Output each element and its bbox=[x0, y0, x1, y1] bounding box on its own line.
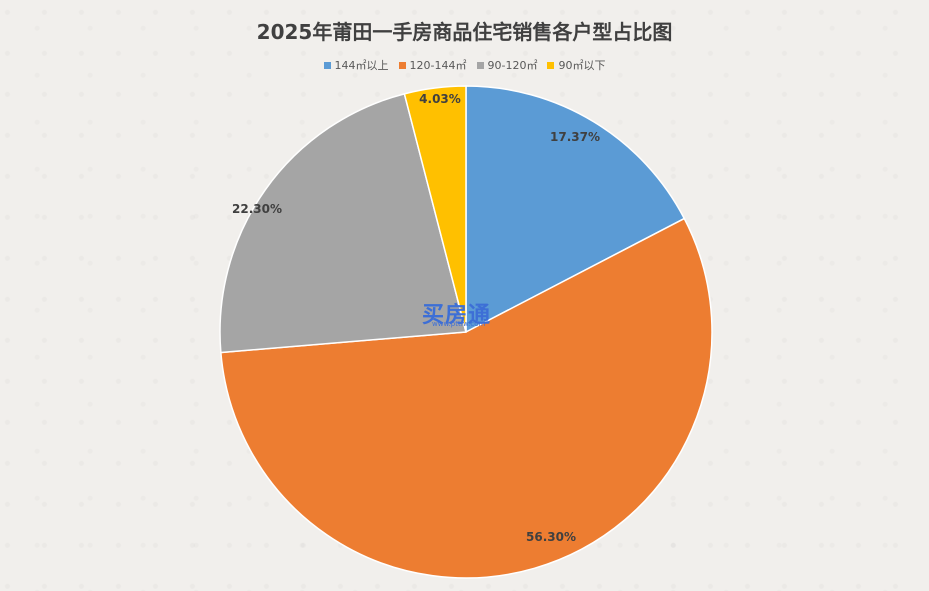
data-label-120-144: 56.30% bbox=[526, 530, 576, 544]
legend-swatch bbox=[547, 61, 555, 69]
legend-label: 144㎡以上 bbox=[334, 59, 389, 72]
pie-slice-144-plus bbox=[465, 85, 686, 334]
legend-item-144-plus: 144㎡以上 bbox=[323, 57, 389, 73]
pie-slice-90-120 bbox=[219, 92, 467, 354]
legend-swatch bbox=[398, 61, 406, 69]
legend-item-below-90: 90㎡以下 bbox=[547, 57, 605, 73]
watermark-url: www.pttfw.com bbox=[432, 320, 486, 328]
legend-label: 90㎡以下 bbox=[558, 59, 606, 72]
legend-label: 90-120㎡ bbox=[487, 59, 538, 72]
data-label-144-plus: 17.37% bbox=[550, 130, 600, 144]
legend-item-120-144: 120-144㎡ bbox=[398, 57, 467, 73]
legend-swatch bbox=[476, 61, 484, 69]
legend-swatch bbox=[323, 61, 331, 69]
pie-slice-below-90 bbox=[403, 85, 467, 333]
chart-title: 2025年莆田一手房商品住宅销售各户型占比图 bbox=[256, 20, 673, 44]
pie-slice-120-144 bbox=[220, 217, 713, 579]
data-label-below-90: 4.03% bbox=[419, 92, 461, 106]
data-label-90-120: 22.30% bbox=[232, 202, 282, 216]
watermark-logo: 买房通 bbox=[422, 303, 492, 328]
legend: 144㎡以上 120-144㎡ 90-120㎡ 90㎡以下 bbox=[0, 57, 929, 73]
legend-item-90-120: 90-120㎡ bbox=[476, 57, 538, 73]
legend-label: 120-144㎡ bbox=[409, 59, 467, 72]
